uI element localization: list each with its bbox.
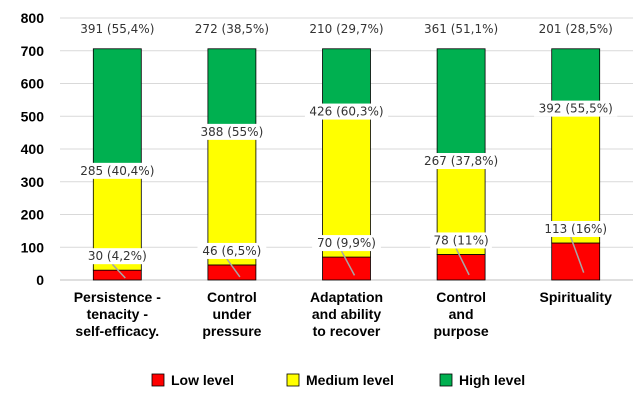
data-label-bg bbox=[197, 123, 267, 140]
data-labels: 30 (4,2%) 285 (40,4%) 391 (55,4%) 46 (6,5%)… bbox=[75, 20, 618, 279]
data-label: 272 (38,5%) bbox=[195, 22, 269, 36]
x-axis: Persistence -tenacity -self-efficacy. Con… bbox=[74, 289, 612, 339]
data-label-bg bbox=[419, 20, 503, 37]
y-tick-label: 500 bbox=[21, 108, 45, 124]
data-label: 285 (40,4%) bbox=[80, 164, 154, 178]
data-label: 267 (37,8%) bbox=[424, 154, 498, 168]
category-label: and bbox=[449, 306, 474, 322]
data-label-bg bbox=[304, 103, 389, 120]
data-label: 210 (29,7%) bbox=[309, 22, 383, 36]
data-label-bg bbox=[419, 153, 503, 170]
y-tick-label: 300 bbox=[21, 174, 45, 190]
legend-label: High level bbox=[459, 372, 525, 388]
bar-segment-high-level bbox=[92, 48, 142, 178]
bar-segment-low-level bbox=[92, 269, 142, 281]
leader-line bbox=[455, 248, 470, 276]
data-label-bg bbox=[82, 248, 152, 265]
category-label: tenacity - bbox=[87, 306, 149, 322]
data-label-bg bbox=[541, 220, 611, 237]
data-label-bg bbox=[304, 20, 389, 37]
leader-line bbox=[111, 263, 126, 279]
data-label-bg bbox=[75, 162, 159, 179]
legend-swatch bbox=[151, 373, 165, 387]
bar-segment-medium-level bbox=[322, 117, 371, 258]
category-label: Adaptation bbox=[310, 289, 383, 305]
category-label: Control bbox=[207, 289, 257, 305]
data-label: 46 (6,5%) bbox=[202, 244, 261, 258]
data-label: 388 (55%) bbox=[201, 125, 264, 139]
data-label: 70 (9,9%) bbox=[317, 236, 376, 250]
category-label: and ability bbox=[312, 306, 381, 322]
category-label: to recover bbox=[313, 323, 381, 339]
data-label: 361 (51,1%) bbox=[424, 22, 498, 36]
category-label: purpose bbox=[433, 323, 488, 339]
legend-swatch bbox=[439, 373, 453, 387]
bar-segment-high-level bbox=[436, 48, 486, 168]
y-tick-label: 400 bbox=[21, 141, 45, 157]
data-label: 392 (55,5%) bbox=[539, 102, 613, 116]
category-label: self-efficacy. bbox=[75, 323, 159, 339]
data-label-bg bbox=[430, 232, 492, 249]
data-label-bg bbox=[534, 20, 618, 37]
y-axis: 0 100 200 300 400 500 600 700 800 bbox=[21, 10, 633, 288]
leader-line bbox=[226, 258, 241, 278]
bar-segment-high-level bbox=[207, 48, 257, 139]
data-label: 30 (4,2%) bbox=[88, 249, 147, 263]
category-label: Control bbox=[436, 289, 486, 305]
y-tick-label: 200 bbox=[21, 207, 45, 223]
data-label: 201 (28,5%) bbox=[539, 22, 613, 36]
y-tick-label: 600 bbox=[21, 76, 45, 92]
y-tick-label: 700 bbox=[21, 43, 45, 59]
bar-segment-low-level bbox=[207, 264, 257, 281]
y-tick-label: 100 bbox=[21, 239, 45, 255]
category-label: Persistence - bbox=[74, 289, 161, 305]
data-label: 391 (55,4%) bbox=[80, 22, 154, 36]
legend-swatch bbox=[286, 373, 300, 387]
data-label: 78 (11%) bbox=[434, 233, 489, 247]
data-label: 113 (16%) bbox=[544, 222, 607, 236]
leader-line bbox=[569, 236, 585, 273]
data-label: 426 (60,3%) bbox=[309, 105, 383, 119]
category-label: Spirituality bbox=[540, 289, 613, 305]
data-label-bg bbox=[312, 235, 381, 252]
bar-segment-low-level bbox=[551, 242, 601, 281]
category-label: pressure bbox=[202, 323, 261, 339]
category-label: under bbox=[212, 306, 251, 322]
data-label-bg bbox=[190, 20, 274, 37]
legend-label: Low level bbox=[171, 372, 234, 388]
legend: Low level Medium level High level bbox=[151, 372, 525, 388]
leader-line bbox=[340, 250, 356, 276]
data-label-bg bbox=[197, 242, 267, 259]
y-tick-label: 800 bbox=[21, 10, 45, 26]
data-label-bg bbox=[75, 20, 159, 37]
data-label-bg bbox=[534, 100, 618, 117]
legend-label: Medium level bbox=[306, 372, 394, 388]
y-tick-label: 0 bbox=[36, 272, 44, 288]
